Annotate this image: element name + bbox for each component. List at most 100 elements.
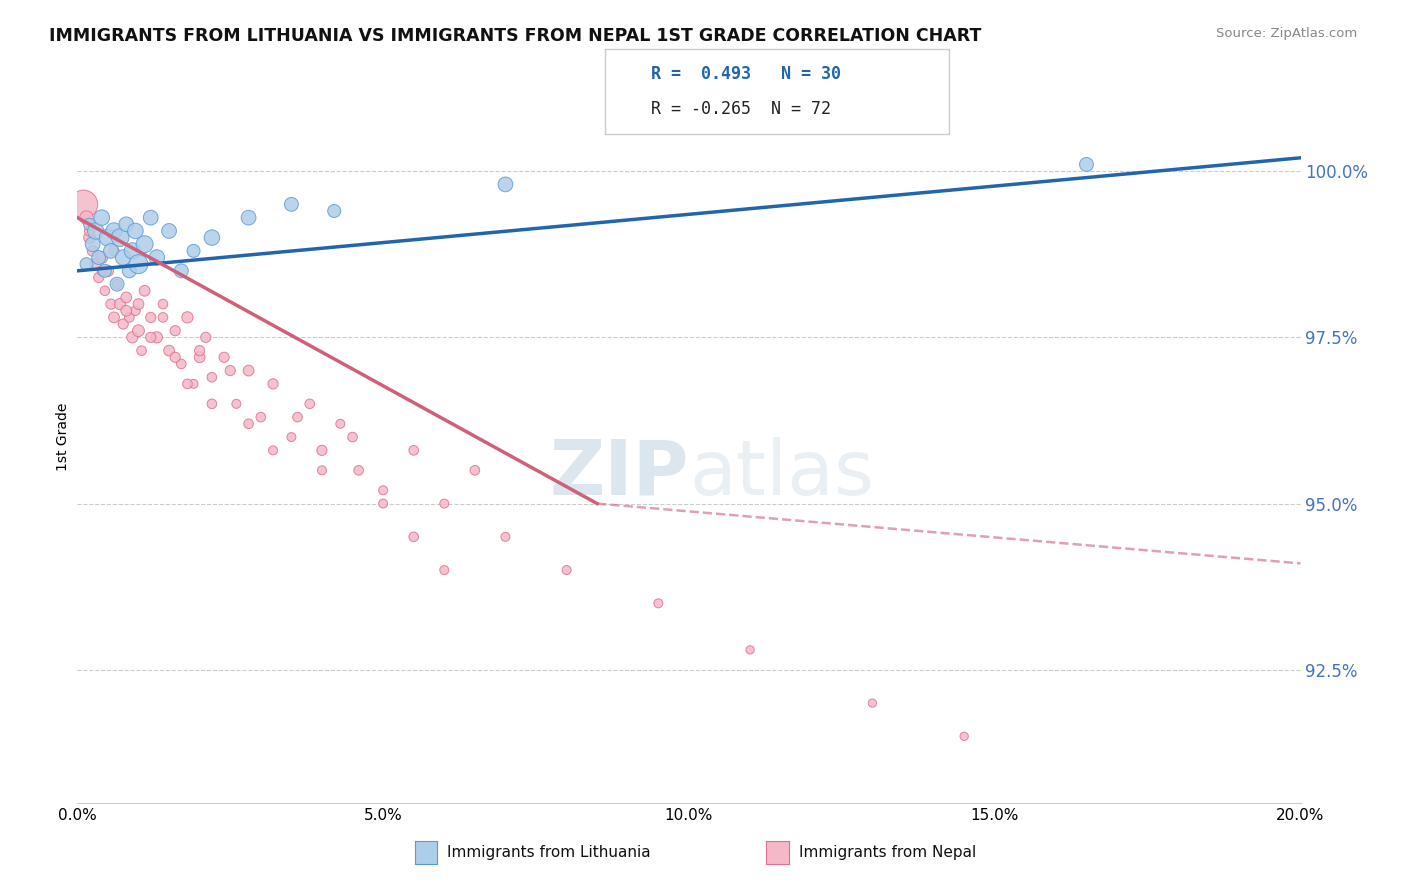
Text: IMMIGRANTS FROM LITHUANIA VS IMMIGRANTS FROM NEPAL 1ST GRADE CORRELATION CHART: IMMIGRANTS FROM LITHUANIA VS IMMIGRANTS … [49, 27, 981, 45]
Point [188, 343, 211, 358]
Point [238, 211, 260, 225]
Point [464, 463, 486, 477]
Point [329, 417, 352, 431]
Point [157, 343, 180, 358]
Point [176, 310, 198, 325]
Point [219, 363, 242, 377]
Text: R =  0.493   N = 30: R = 0.493 N = 30 [651, 65, 841, 83]
Point [183, 244, 205, 258]
Point [152, 297, 174, 311]
Point [311, 463, 333, 477]
Point [79, 217, 101, 231]
Point [82, 244, 104, 258]
Point [433, 563, 456, 577]
Point [76, 257, 98, 271]
Text: Source: ZipAtlas.com: Source: ZipAtlas.com [1216, 27, 1357, 40]
Point [127, 257, 149, 271]
Point [108, 230, 131, 244]
Point [72, 197, 94, 211]
Point [323, 204, 346, 219]
Point [118, 310, 141, 325]
Point [115, 303, 138, 318]
Point [953, 729, 976, 743]
Point [1076, 157, 1098, 171]
Point [108, 297, 131, 311]
Point [152, 310, 174, 325]
Y-axis label: 1st Grade: 1st Grade [56, 403, 70, 471]
Point [555, 563, 578, 577]
Point [862, 696, 884, 710]
Point [90, 264, 112, 278]
Point [347, 463, 370, 477]
Point [342, 430, 364, 444]
Point [188, 351, 211, 365]
Point [121, 244, 143, 258]
Text: R = -0.265  N = 72: R = -0.265 N = 72 [651, 100, 831, 118]
Point [115, 217, 138, 231]
Point [97, 230, 120, 244]
Point [84, 257, 107, 271]
Point [103, 244, 125, 258]
Point [287, 410, 309, 425]
Point [127, 297, 149, 311]
Point [402, 443, 425, 458]
Point [87, 270, 110, 285]
Point [79, 224, 101, 238]
Point [146, 251, 169, 265]
Point [124, 303, 146, 318]
Point [311, 443, 333, 458]
Point [87, 251, 110, 265]
Point [201, 397, 224, 411]
Point [212, 351, 235, 365]
Point [134, 237, 156, 252]
Point [139, 310, 162, 325]
Point [371, 483, 394, 498]
Point [139, 330, 162, 344]
Point [79, 230, 101, 244]
Point [90, 251, 112, 265]
Point [100, 244, 122, 258]
Point [170, 264, 193, 278]
Point [103, 310, 125, 325]
Point [371, 497, 394, 511]
Point [298, 397, 321, 411]
Point [127, 324, 149, 338]
Point [201, 370, 224, 384]
Point [100, 297, 122, 311]
Point [124, 224, 146, 238]
Point [118, 264, 141, 278]
Point [94, 284, 117, 298]
Point [183, 376, 205, 391]
Point [238, 417, 260, 431]
Point [90, 211, 112, 225]
Point [105, 277, 128, 292]
Point [262, 443, 284, 458]
Point [112, 251, 135, 265]
Point [139, 211, 162, 225]
Text: atlas: atlas [689, 437, 873, 510]
Point [82, 237, 104, 252]
Point [402, 530, 425, 544]
Point [495, 530, 517, 544]
Point [84, 224, 107, 238]
Point [262, 376, 284, 391]
Point [94, 264, 117, 278]
Point [131, 343, 153, 358]
Point [647, 596, 669, 610]
Point [115, 290, 138, 304]
Text: ZIP: ZIP [550, 437, 689, 510]
Point [76, 211, 98, 225]
Point [250, 410, 273, 425]
Point [165, 324, 187, 338]
Point [105, 277, 128, 292]
Point [433, 497, 456, 511]
Point [97, 264, 120, 278]
Point [146, 330, 169, 344]
Point [201, 230, 224, 244]
Point [121, 330, 143, 344]
Point [157, 224, 180, 238]
Point [170, 357, 193, 371]
Point [134, 284, 156, 298]
Point [238, 363, 260, 377]
Point [176, 376, 198, 391]
